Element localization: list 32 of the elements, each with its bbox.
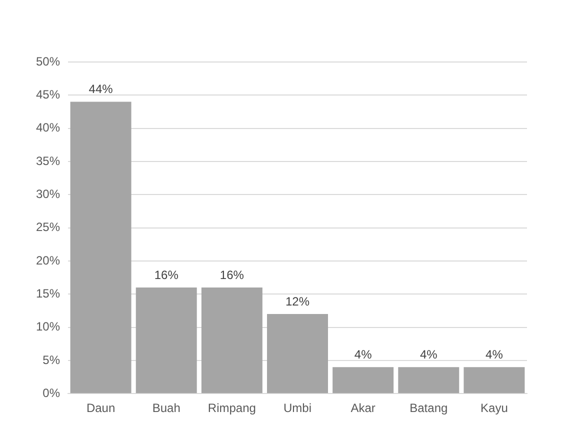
data-label: 16% — [154, 268, 179, 282]
y-tick-label: 45% — [36, 87, 60, 102]
data-label: 4% — [420, 347, 438, 362]
y-tick-label: 20% — [36, 253, 60, 268]
bar — [398, 367, 460, 394]
x-tick-label: Batang — [410, 401, 448, 416]
y-tick-label: 25% — [36, 220, 60, 234]
data-label: 44% — [88, 82, 114, 96]
y-tick-label: 50% — [36, 54, 60, 68]
x-tick-label: Umbi — [283, 401, 312, 416]
y-tick-label: 10% — [36, 320, 60, 334]
bar — [70, 102, 132, 394]
y-tick-label: 5% — [42, 352, 60, 367]
data-label: 4% — [486, 347, 504, 362]
x-tick-label: Buah — [152, 401, 180, 416]
y-tick-label: 40% — [36, 120, 60, 135]
x-tick-label: Akar — [350, 401, 376, 416]
x-tick-label: Kayu — [480, 401, 508, 416]
data-label: 4% — [354, 347, 372, 362]
y-tick-label: 15% — [36, 286, 60, 300]
bar — [201, 287, 262, 394]
bar — [267, 314, 328, 394]
y-tick-label: 0% — [42, 386, 60, 400]
data-label: 16% — [220, 268, 244, 282]
bar — [464, 367, 525, 394]
x-tick-label: Daun — [86, 401, 116, 416]
bar — [136, 287, 197, 394]
y-tick-label: 30% — [36, 186, 60, 201]
bar — [332, 367, 394, 394]
y-tick-label: 35% — [36, 154, 60, 168]
data-label: 12% — [285, 294, 310, 308]
x-tick-label: Rimpang — [208, 401, 256, 416]
